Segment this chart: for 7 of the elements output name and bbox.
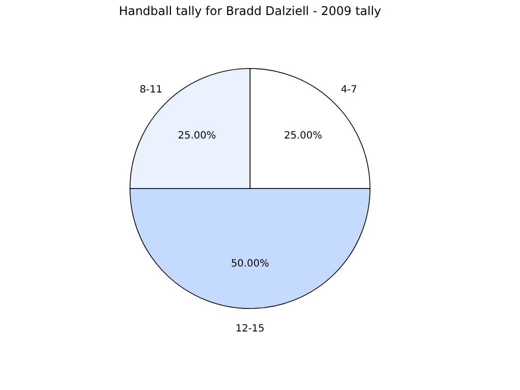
data-label: 50.00% <box>230 258 270 270</box>
data-label: 25.00% <box>284 130 322 142</box>
data-label: 25.00% <box>178 130 216 142</box>
slice-label: 8-11 <box>140 84 162 96</box>
slice-label: 4-7 <box>340 84 358 96</box>
slice-label: 12-15 <box>235 324 265 334</box>
chart-title: Handball tally for Bradd Dalziell - 2009 tally <box>118 4 382 18</box>
